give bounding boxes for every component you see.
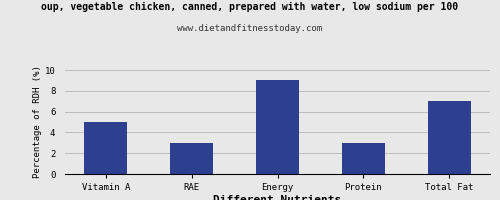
Bar (170, 143, 213, 174)
Text: oup, vegetable chicken, canned, prepared with water, low sodium per 100: oup, vegetable chicken, canned, prepared… (42, 2, 459, 12)
Y-axis label: Percentage of RDH (%): Percentage of RDH (%) (33, 66, 42, 178)
Text: www.dietandfitnesstoday.com: www.dietandfitnesstoday.com (178, 24, 322, 33)
Bar (256, 80, 299, 174)
Bar (342, 143, 385, 174)
Bar (428, 101, 470, 174)
Bar (84, 122, 127, 174)
X-axis label: Different Nutrients: Different Nutrients (214, 195, 342, 200)
